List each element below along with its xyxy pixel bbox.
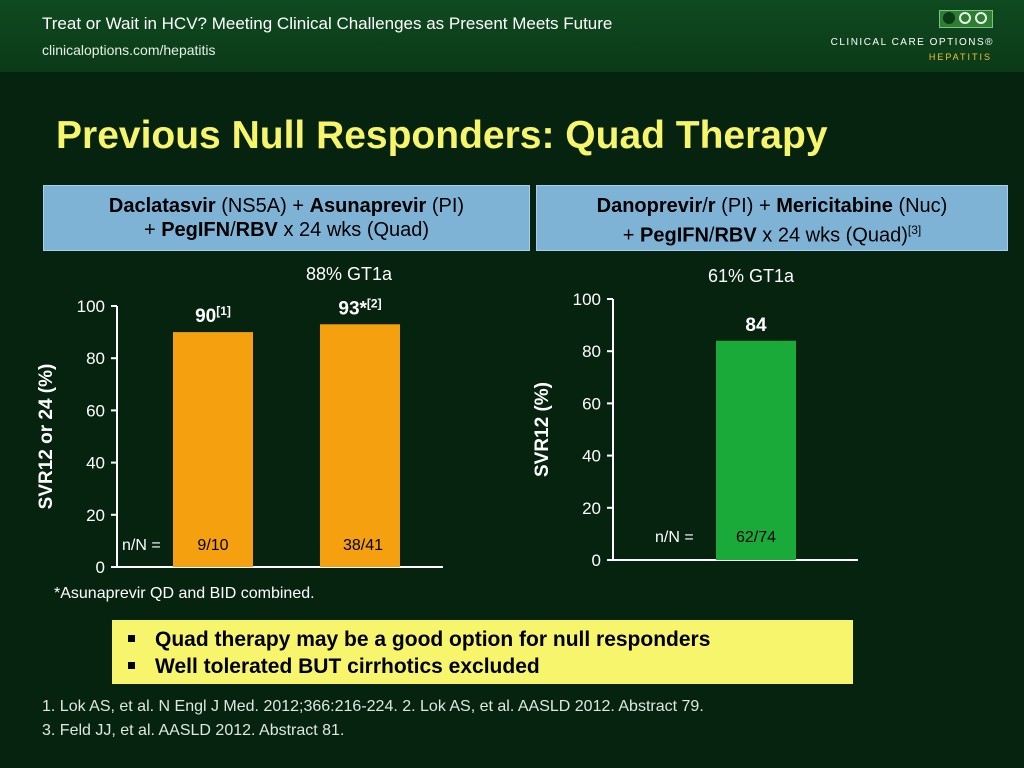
drug-name: Danoprevir [596, 195, 703, 217]
y-tick-label: 0 [592, 551, 601, 570]
reference-marker: [3] [907, 223, 922, 237]
drug-name: PegIFN [640, 224, 709, 247]
website-url: clinicaloptions.com/hepatitis [42, 42, 216, 58]
y-tick-label: 80 [582, 342, 601, 361]
slash: / [230, 219, 236, 241]
duration-text: x 24 wks (Quad) [762, 224, 908, 247]
y-tick-label: 100 [77, 297, 105, 316]
bullet-text: Quad therapy may be a good option for nu… [155, 628, 711, 651]
bar-value-label: 90[1] [195, 304, 231, 327]
logo-name: CLINICAL CARE OPTIONS® [830, 37, 994, 48]
reference-marker: [1] [216, 304, 231, 318]
y-tick-label: 0 [96, 558, 105, 577]
reference-marker: [2] [367, 296, 382, 310]
bullet-square-icon [128, 662, 135, 670]
drug-class: (NS5A) [221, 195, 287, 217]
footnote: *Asunaprevir QD and BID combined. [54, 585, 315, 602]
slash: / [702, 195, 708, 217]
chart-left-subtitle: 88% GT1a [306, 264, 393, 284]
chart-right-subtitle: 61% GT1a [708, 266, 795, 286]
n-value-label: 9/10 [197, 537, 228, 554]
plus-sign: + [292, 195, 305, 217]
y-axis-label: SVR12 or 24 (%) [36, 364, 57, 510]
key-points-box: Quad therapy may be a good option for nu… [112, 620, 853, 684]
y-tick-label: 100 [573, 290, 601, 309]
plus-sign: + [622, 224, 635, 247]
drug-name: Asunaprevir [309, 195, 427, 217]
plus-sign: + [758, 195, 771, 217]
drug-name: PegIFN [161, 219, 231, 241]
bar-value-label: 84 [745, 315, 767, 336]
drug-name: RBV [714, 224, 757, 247]
y-tick-label: 40 [582, 447, 601, 466]
logo-subtitle: HEPATITIS [928, 52, 992, 62]
y-tick-label: 60 [86, 401, 105, 420]
reference-line: 3. Feld JJ, et al. AASLD 2012. Abstract … [42, 722, 345, 739]
bullet-item: Well tolerated BUT cirrhotics excluded [122, 653, 853, 680]
y-tick-label: 80 [86, 349, 105, 368]
drug-name: Daclatasvir [108, 195, 216, 217]
drug-name: RBV [235, 219, 278, 241]
bar [716, 340, 796, 560]
bar [173, 332, 253, 567]
drug-name: r [707, 195, 716, 217]
plus-sign: + [143, 219, 156, 241]
cco-logo-icon [939, 10, 993, 28]
slide-title: Previous Null Responders: Quad Therapy [56, 114, 828, 157]
y-tick-label: 20 [582, 499, 601, 518]
reference-line: 1. Lok AS, et al. N Engl J Med. 2012;366… [42, 698, 704, 715]
bullet-item: Quad therapy may be a good option for nu… [122, 626, 853, 653]
n-label: n/N = [122, 537, 161, 554]
y-tick-label: 40 [86, 454, 105, 473]
presentation-title: Treat or Wait in HCV? Meeting Clinical C… [42, 14, 613, 33]
bar-value-label: 93*[2] [338, 296, 381, 319]
y-tick-label: 60 [582, 394, 601, 413]
y-tick-label: 20 [86, 506, 105, 525]
drug-name: Mericitabine [776, 195, 893, 217]
bullet-square-icon [128, 635, 135, 643]
drug-class: (Nuc) [898, 195, 948, 217]
n-value-label: 38/41 [343, 537, 383, 554]
slash: / [708, 224, 715, 247]
n-value-label: 62/74 [736, 529, 776, 546]
y-axis-label: SVR12 (%) [532, 382, 553, 477]
bullet-text: Well tolerated BUT cirrhotics excluded [155, 655, 540, 678]
bar [320, 324, 400, 567]
duration-text: x 24 wks (Quad) [283, 219, 430, 241]
regimen-box-left: Daclatasvir (NS5A) + Asunaprevir (PI) + … [43, 185, 530, 251]
n-label: n/N = [655, 529, 694, 546]
drug-class: (PI) [431, 195, 465, 217]
drug-class: (PI) [721, 195, 754, 217]
regimen-box-right: Danoprevir/r (PI) + Mericitabine (Nuc) +… [536, 185, 1008, 251]
references: 1. Lok AS, et al. N Engl J Med. 2012;366… [42, 695, 704, 743]
header-bar: Treat or Wait in HCV? Meeting Clinical C… [0, 0, 1024, 72]
